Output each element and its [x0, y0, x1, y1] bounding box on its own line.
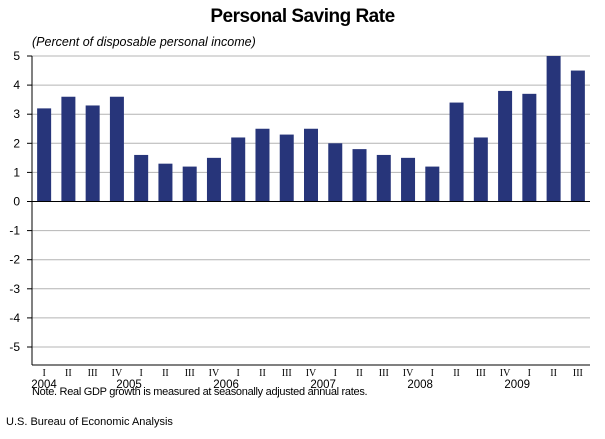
bar-2005-i [134, 154, 149, 202]
x-tick-label: III [379, 368, 389, 379]
bars [37, 56, 585, 202]
bar-2007-iii [376, 154, 391, 202]
x-tick-label: II [259, 368, 266, 379]
bar-2008-iii [473, 137, 488, 202]
x-tick-label: II [356, 368, 363, 379]
y-tick-label: 4 [13, 78, 20, 92]
bar-2006-i [231, 137, 246, 202]
bar-2004-ii [61, 96, 76, 202]
bar-2005-iii [182, 166, 197, 202]
y-tick-label: 0 [13, 195, 20, 209]
bar-2009-i [522, 93, 537, 202]
y-tick-label: -1 [9, 224, 20, 238]
source-credit: U.S. Bureau of Economic Analysis [6, 416, 173, 428]
x-tick-label: III [573, 368, 583, 379]
x-tick-label: I [140, 368, 143, 379]
bar-2007-i [328, 143, 343, 202]
y-tick-label: -3 [9, 282, 20, 296]
x-tick-label: II [162, 368, 169, 379]
y-tick-label: -2 [9, 253, 20, 267]
year-label: 2006 [213, 379, 239, 391]
bar-2005-iv [206, 157, 221, 202]
chart-title: Personal Saving Rate [210, 6, 395, 27]
x-tick-label: II [65, 368, 72, 379]
y-tick-label: 1 [13, 165, 20, 179]
bar-2004-i [37, 108, 52, 202]
chart-note: Note. Real GDP growth is measured at sea… [32, 386, 368, 398]
bar-2006-iv [304, 128, 318, 202]
x-tick-label: I [528, 368, 531, 379]
bar-2005-ii [158, 163, 173, 202]
bar-2008-i [425, 166, 440, 202]
x-tick-label: III [282, 368, 292, 379]
y-tick-label: 5 [13, 49, 20, 63]
bar-2004-iv [109, 96, 124, 202]
gridlines [32, 55, 590, 348]
x-tick-label: IV [403, 368, 414, 379]
x-tick-label: II [453, 368, 460, 379]
year-label: 2005 [116, 379, 142, 391]
y-tick-label: 2 [13, 136, 20, 150]
x-tick-label: I [334, 368, 337, 379]
x-tick-label: IV [306, 368, 317, 379]
x-tick-label: II [550, 368, 557, 379]
year-label: 2007 [310, 379, 336, 391]
chart-subtitle: (Percent of disposable personal income) [32, 35, 256, 49]
year-label: 2004 [31, 379, 57, 391]
bar-2007-iv [401, 157, 416, 202]
x-tick-label: I [431, 368, 434, 379]
x-tick-label: I [237, 368, 240, 379]
y-tick-label: 3 [13, 107, 20, 121]
year-label: 2008 [407, 379, 433, 391]
x-tick-label: III [88, 368, 98, 379]
x-tick-label: IV [500, 368, 511, 379]
y-tick-label: -5 [9, 340, 20, 354]
bar-2009-iii [570, 70, 585, 202]
bar-2007-ii [352, 149, 367, 202]
x-tick-label: IV [209, 368, 220, 379]
bar-2009-ii [546, 56, 561, 202]
year-label: 2009 [504, 379, 530, 391]
bar-2006-iii [279, 134, 294, 202]
bar-2008-iv [498, 90, 513, 202]
bar-2008-ii [449, 102, 464, 202]
axes [27, 55, 590, 366]
x-tick-label: IV [112, 368, 123, 379]
x-tick-label: III [185, 368, 195, 379]
y-tick-label: -4 [9, 311, 20, 325]
bar-2004-iii [85, 105, 100, 202]
x-tick-label: I [42, 368, 45, 379]
x-tick-label: III [476, 368, 486, 379]
bar-2006-ii [255, 128, 270, 202]
